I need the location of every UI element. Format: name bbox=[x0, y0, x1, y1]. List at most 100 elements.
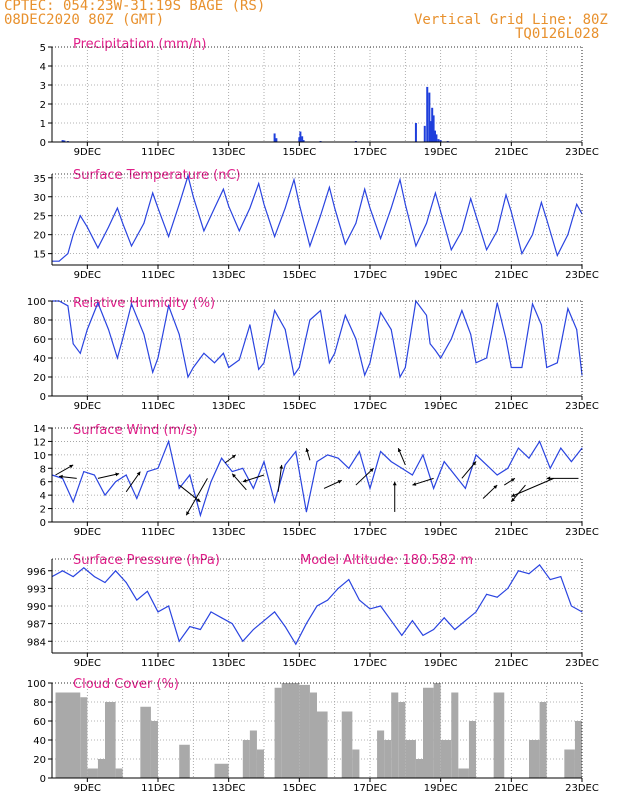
wind-arrow-head bbox=[412, 482, 417, 486]
x-tick-label-pres: 9DEC bbox=[74, 658, 101, 669]
rh-point bbox=[505, 338, 507, 340]
rh-point bbox=[567, 308, 569, 310]
pres-title: Surface Pressure (hPa) bbox=[73, 553, 220, 568]
wind-arrow-head bbox=[546, 476, 551, 481]
x-tick-label-precip: 23DEC bbox=[565, 147, 599, 158]
x-tick-label-wind: 15DEC bbox=[282, 527, 316, 538]
rh-point bbox=[122, 338, 124, 340]
y-tick-label-pres: 993 bbox=[27, 584, 46, 595]
x-tick-label-wind: 13DEC bbox=[212, 527, 246, 538]
pres-point bbox=[496, 596, 498, 598]
wind-arrow-head bbox=[231, 454, 236, 459]
wind-point bbox=[252, 487, 254, 489]
temp-point bbox=[203, 230, 205, 232]
rh-point bbox=[168, 305, 170, 307]
wind-arrow-head bbox=[305, 448, 310, 453]
rh-point bbox=[556, 362, 558, 364]
wind-arrow bbox=[511, 477, 554, 497]
cloud-bar bbox=[440, 740, 452, 778]
temp-point bbox=[567, 234, 569, 236]
pres-point bbox=[337, 587, 339, 589]
y-tick-label-rh: 80 bbox=[33, 316, 46, 327]
temp-point bbox=[72, 234, 74, 236]
wind-point bbox=[115, 481, 117, 483]
pres-point bbox=[62, 570, 64, 572]
rh-point bbox=[510, 367, 512, 368]
pres-point bbox=[401, 634, 403, 636]
rh-point bbox=[369, 362, 371, 364]
x-tick-label-temp: 23DEC bbox=[565, 270, 599, 281]
wind-point bbox=[104, 494, 106, 496]
rh-point bbox=[309, 319, 311, 321]
precip-bar bbox=[423, 125, 426, 142]
rh-point bbox=[540, 324, 542, 326]
rh-point bbox=[364, 374, 366, 376]
y-tick-label-precip: 4 bbox=[40, 62, 46, 73]
cloud-bar bbox=[391, 692, 399, 778]
x-tick-label-pres: 19DEC bbox=[424, 658, 458, 669]
temp-point bbox=[116, 207, 118, 209]
x-tick-label-rh: 21DEC bbox=[494, 401, 528, 412]
x-tick-label-cloud: 15DEC bbox=[282, 783, 316, 794]
rh-point bbox=[203, 352, 205, 354]
wind-point bbox=[189, 474, 191, 476]
y-tick-label-rh: 60 bbox=[33, 335, 46, 346]
temp-point bbox=[309, 245, 311, 247]
precip-bar bbox=[273, 133, 276, 142]
temp-point bbox=[328, 186, 330, 188]
x-tick-label-temp: 17DEC bbox=[353, 270, 387, 281]
x-tick-label-temp: 9DEC bbox=[74, 270, 101, 281]
precip-bar bbox=[431, 107, 434, 142]
y-tick-label-temp: 35 bbox=[33, 174, 46, 185]
rh-point bbox=[355, 338, 357, 340]
temp-point bbox=[556, 255, 558, 257]
pres-point bbox=[274, 611, 276, 613]
temp-point bbox=[434, 192, 436, 194]
temp-point bbox=[380, 237, 382, 239]
wind-arrow bbox=[412, 477, 434, 486]
x-tick-label-temp: 15DEC bbox=[282, 270, 316, 281]
wind-point bbox=[433, 487, 435, 489]
cloud-bar bbox=[529, 740, 540, 778]
cloud-bar bbox=[97, 759, 105, 778]
precip-bar bbox=[435, 134, 438, 142]
temp-point bbox=[131, 245, 132, 247]
x-tick-label-rh: 23DEC bbox=[565, 401, 599, 412]
x-tick-label-cloud: 11DEC bbox=[141, 783, 175, 794]
temp-point bbox=[521, 253, 523, 255]
wind-arrow bbox=[231, 473, 247, 491]
wind-arrow bbox=[97, 473, 120, 479]
wind-point bbox=[242, 467, 244, 469]
cloud-bar bbox=[317, 711, 328, 778]
y-tick-label-temp: 25 bbox=[33, 212, 46, 223]
wind-arrow-head bbox=[279, 464, 284, 469]
wind-point bbox=[570, 461, 572, 463]
rh-point bbox=[334, 352, 336, 354]
y-tick-label-precip: 1 bbox=[40, 119, 46, 130]
x-tick-label-pres: 11DEC bbox=[141, 658, 175, 669]
temp-point bbox=[399, 179, 401, 181]
wind-point bbox=[517, 447, 519, 449]
pres-point bbox=[422, 634, 424, 636]
y-tick-label-wind: 4 bbox=[40, 491, 46, 502]
cloud-bar bbox=[80, 697, 88, 778]
y-tick-label-wind: 0 bbox=[40, 518, 46, 529]
x-tick-label-cloud: 21DEC bbox=[494, 783, 528, 794]
cloud-bar bbox=[256, 749, 264, 778]
x-tick-label-temp: 19DEC bbox=[424, 270, 458, 281]
wind-point bbox=[549, 467, 551, 469]
wind-point bbox=[83, 471, 85, 473]
rh-point bbox=[521, 367, 523, 368]
x-tick-label-wind: 17DEC bbox=[353, 527, 387, 538]
rh-point bbox=[344, 314, 346, 316]
rh-point bbox=[263, 362, 265, 364]
rh-point bbox=[108, 329, 110, 330]
wind-arrow-head bbox=[136, 471, 141, 476]
cloud-bar bbox=[281, 683, 300, 778]
x-tick-label-rh: 17DEC bbox=[353, 401, 387, 412]
cloud-bar bbox=[451, 692, 459, 778]
precip-bar bbox=[298, 137, 301, 142]
wind-point bbox=[168, 440, 170, 442]
pres-point bbox=[157, 611, 159, 613]
